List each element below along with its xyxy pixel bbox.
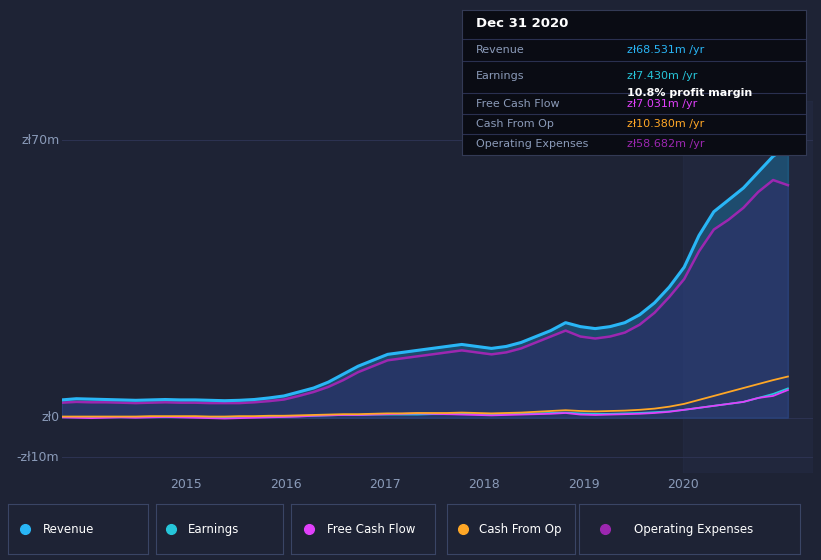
- Text: zł7.430m /yr: zł7.430m /yr: [627, 71, 698, 81]
- Text: zł58.682m /yr: zł58.682m /yr: [627, 139, 704, 149]
- Text: Free Cash Flow: Free Cash Flow: [328, 522, 415, 536]
- Text: Revenue: Revenue: [44, 522, 94, 536]
- Text: zł7.031m /yr: zł7.031m /yr: [627, 99, 697, 109]
- Text: zł68.531m /yr: zł68.531m /yr: [627, 45, 704, 55]
- Text: 10.8% profit margin: 10.8% profit margin: [627, 88, 752, 97]
- Text: Dec 31 2020: Dec 31 2020: [475, 17, 568, 30]
- Text: zł10.380m /yr: zł10.380m /yr: [627, 119, 704, 129]
- Text: Cash From Op: Cash From Op: [479, 522, 562, 536]
- Text: zł70m: zł70m: [21, 134, 59, 147]
- Text: Earnings: Earnings: [188, 522, 239, 536]
- Bar: [683, 101, 813, 473]
- Text: Earnings: Earnings: [475, 71, 525, 81]
- Text: Operating Expenses: Operating Expenses: [635, 522, 754, 536]
- Text: -zł10m: -zł10m: [16, 451, 59, 464]
- Text: Revenue: Revenue: [475, 45, 525, 55]
- Text: Cash From Op: Cash From Op: [475, 119, 553, 129]
- Text: Free Cash Flow: Free Cash Flow: [475, 99, 559, 109]
- Text: Operating Expenses: Operating Expenses: [475, 139, 588, 149]
- Text: zł0: zł0: [41, 411, 59, 424]
